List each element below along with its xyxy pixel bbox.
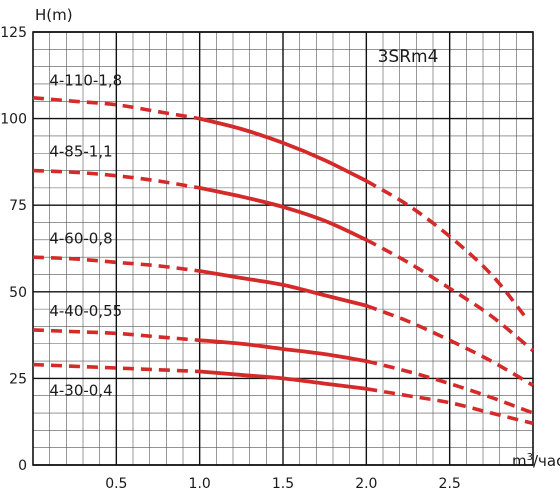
x-tick-label: 2.5: [439, 476, 461, 492]
series-curve-dashed-right: [365, 179, 527, 318]
series-label: 4-40-0,55: [49, 302, 122, 320]
y-tick-label: 100: [0, 112, 27, 128]
x-axis-label-tail: /час: [533, 452, 560, 470]
series-curve-dashed-left: [32, 328, 200, 343]
y-tick-label: 25: [9, 371, 27, 387]
series-4-110-1,8: 4-110-1,8: [32, 72, 527, 318]
x-tick-label: 1.5: [272, 476, 294, 492]
x-axis-label-sup: 3: [527, 452, 533, 463]
series-4-60-0,8: 4-60-0,8: [32, 229, 534, 387]
x-tick-label: 0.5: [105, 476, 127, 492]
y-tick-label: 125: [0, 25, 27, 41]
series-curve-solid: [197, 369, 369, 391]
plot-frame: [32, 31, 534, 466]
series-curve-solid: [197, 338, 369, 363]
series-label: 4-110-1,8: [49, 72, 122, 90]
series-label: 4-85-1,1: [49, 143, 112, 161]
grid-major: [32, 31, 534, 466]
series-curve-dashed-left: [32, 168, 200, 190]
chart-title: 3SRm4: [378, 47, 439, 67]
series-4-40-0,55: 4-40-0,55: [32, 302, 534, 415]
series-curve-solid: [197, 116, 369, 183]
series-curve-dashed-right: [365, 359, 534, 415]
series-curve-dashed-left: [32, 362, 200, 374]
series-4-85-1,1: 4-85-1,1: [32, 143, 535, 353]
series-curve-dashed-left: [32, 255, 200, 273]
y-tick-label: 75: [9, 198, 27, 214]
x-axis-label-base: m: [512, 452, 527, 470]
axis-tick-labels: 0.5 1.0 1.5 2.0 2.5 0 25 50 75 100 125: [0, 25, 461, 492]
series-curve-solid: [197, 269, 369, 308]
series-curve-dashed-right: [365, 303, 534, 387]
x-tick-label: 2.0: [355, 476, 377, 492]
series-label: 4-30-0,4: [49, 382, 112, 400]
series-label: 4-60-0,8: [49, 229, 112, 247]
series-curve-solid: [197, 185, 369, 242]
series-curve-dashed-right: [365, 238, 535, 353]
y-tick-label: 50: [9, 285, 27, 301]
series-curve-dashed-right: [366, 387, 534, 426]
y-axis-label: H(m): [35, 6, 73, 24]
y-tick-label: 0: [18, 458, 27, 474]
series-4-30-0,4: 4-30-0,4: [32, 362, 534, 426]
svg-text:m3/час: m3/час: [512, 452, 560, 470]
x-tick-label: 1.0: [189, 476, 211, 492]
series-curve-dashed-left: [32, 96, 200, 121]
series-layer: 4-110-1,8 4-85-1,1 4-60-0,8 4-40-0,55 4-30-0…: [32, 72, 535, 426]
x-axis-label: m3/час: [512, 452, 560, 470]
